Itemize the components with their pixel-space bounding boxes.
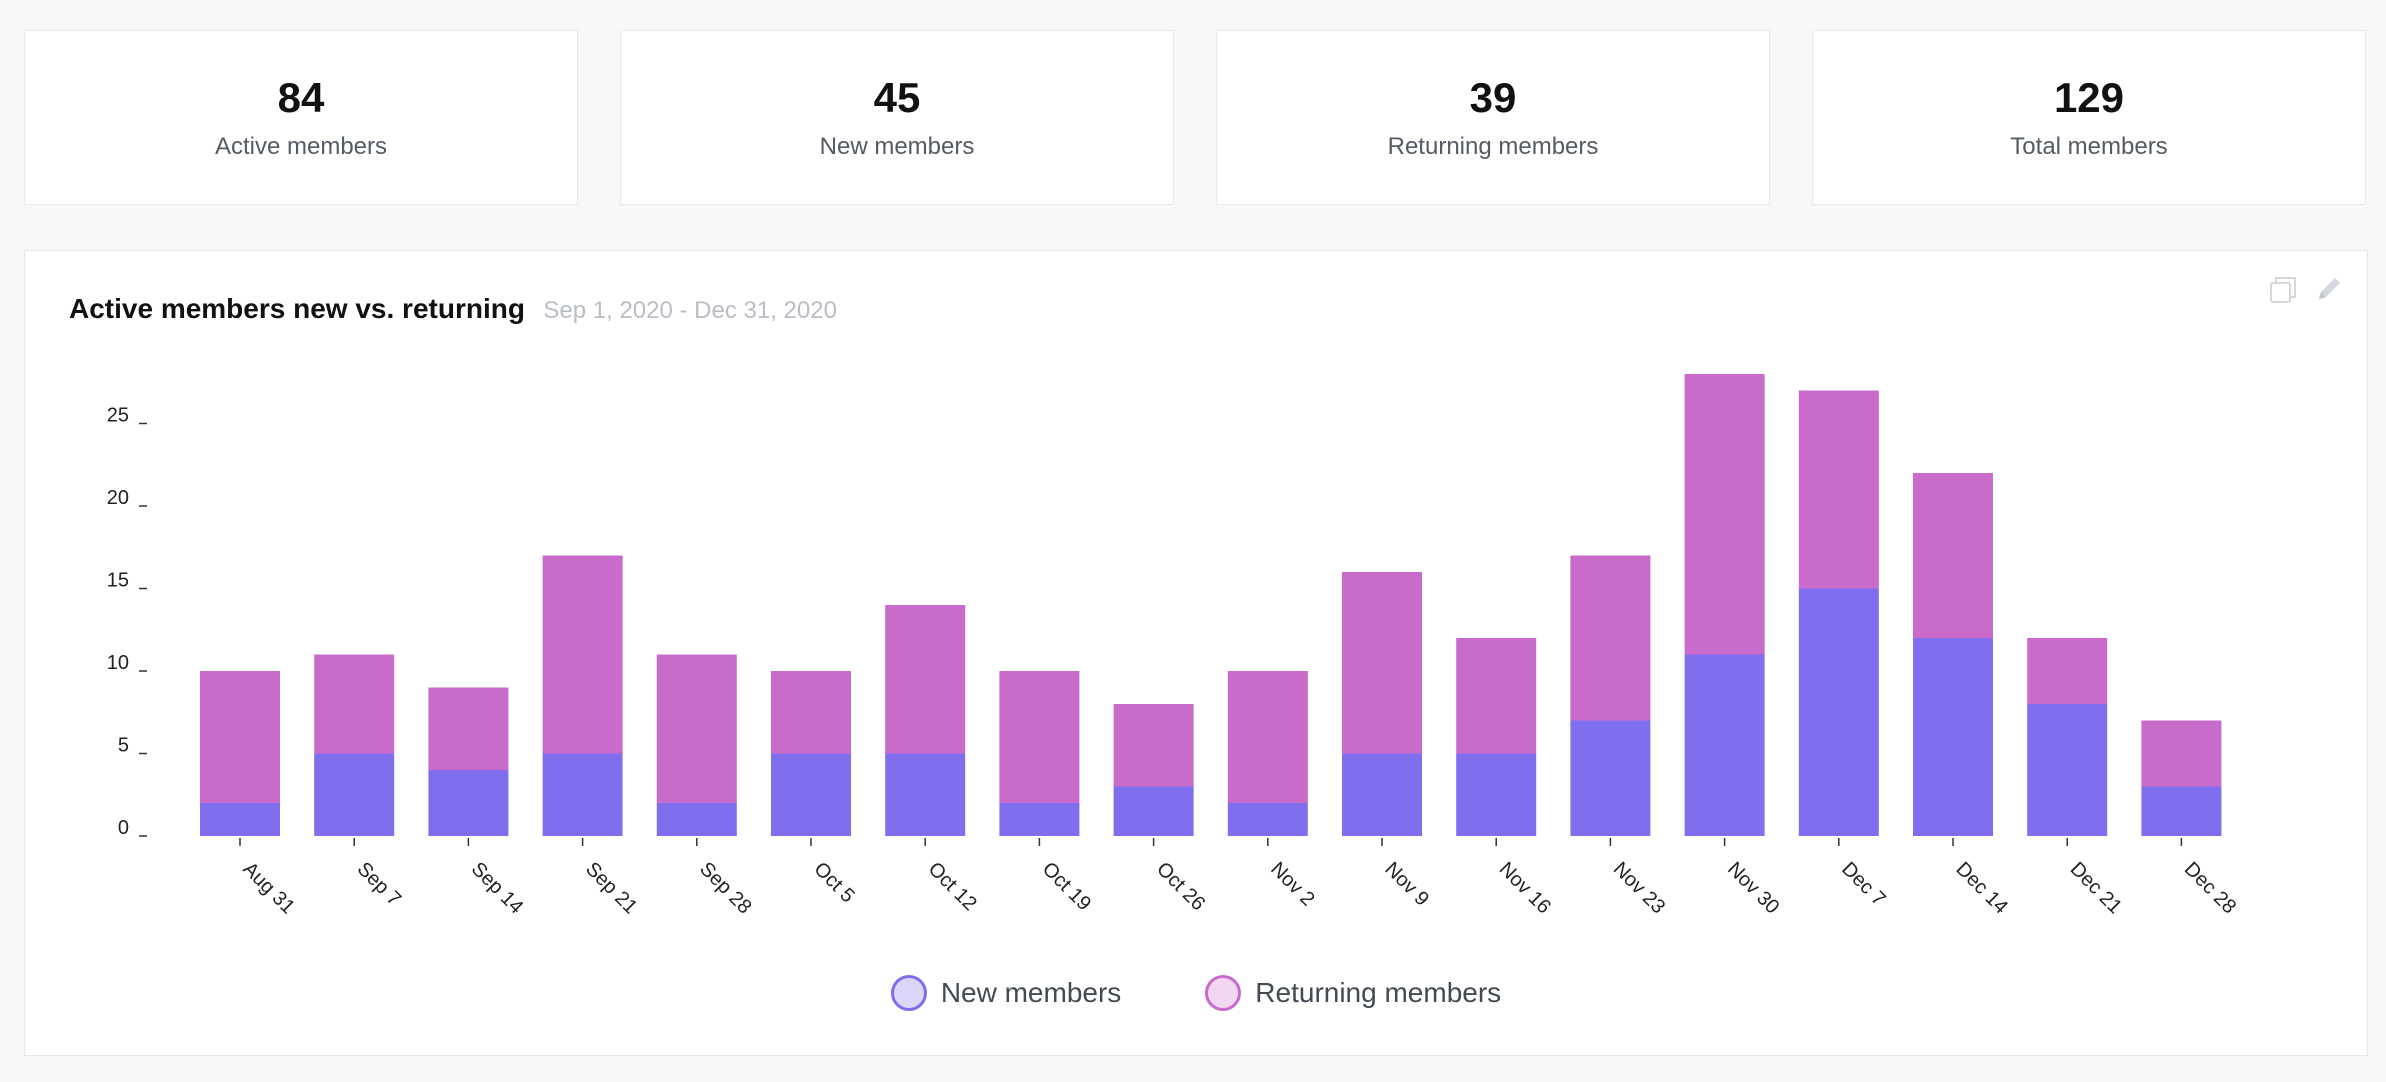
bar-returning-members — [1913, 473, 1993, 638]
x-tick-label: Dec 14 — [1951, 858, 2011, 918]
bar-returning-members — [999, 671, 1080, 803]
kpi-value: 39 — [1469, 74, 1517, 121]
x-tick-label: Sep 14 — [467, 858, 527, 918]
bar-returning-members — [2141, 720, 2222, 787]
bar-new-members — [1684, 654, 1765, 836]
x-tick-label: Nov 9 — [1380, 858, 1433, 911]
legend-item-new-members[interactable]: New members — [890, 975, 1122, 1011]
chart-toolbar — [2257, 273, 2345, 310]
chart-card: Active members new vs. returning Sep 1, … — [24, 250, 2368, 1056]
kpi-card-active-members[interactable]: 84 Active members — [24, 30, 578, 205]
x-tick-label: Oct 26 — [1152, 858, 1209, 915]
kpi-value: 45 — [873, 74, 921, 121]
bar-new-members — [1570, 720, 1651, 836]
kpi-label: Returning members — [1387, 133, 1599, 160]
chart-date-range: Sep 1, 2020 - Dec 31, 2020 — [543, 297, 837, 324]
y-tick-label: 0 — [118, 817, 129, 839]
x-tick-label: Dec 28 — [2180, 858, 2240, 918]
bar-new-members — [1342, 753, 1422, 836]
y-tick-label: 20 — [107, 487, 129, 509]
bar-returning-members — [200, 671, 280, 803]
legend-item-returning-members[interactable]: Returning members — [1205, 975, 1501, 1011]
kpi-value: 84 — [277, 74, 325, 121]
y-tick-label: 5 — [118, 735, 129, 757]
x-tick-label: Dec 7 — [1837, 858, 1890, 911]
bar-new-members — [1798, 588, 1879, 836]
bar-new-members — [999, 803, 1080, 836]
bar-new-members — [1113, 786, 1194, 836]
bar-new-members — [200, 803, 280, 836]
bar-returning-members — [1227, 671, 1308, 803]
kpi-label: Active members — [214, 133, 388, 160]
kpi-row: 84 Active members 45 New members 39 Retu… — [24, 30, 2368, 207]
bar-new-members — [885, 753, 966, 836]
x-tick-label: Nov 30 — [1723, 858, 1783, 918]
x-tick-label: Aug 31 — [238, 858, 298, 918]
bar-new-members — [1913, 638, 1993, 836]
duplicate-icon[interactable] — [2267, 273, 2299, 305]
bar-returning-members — [1113, 704, 1194, 787]
bar-new-members — [1227, 803, 1308, 836]
x-tick-label: Nov 2 — [1266, 858, 1319, 911]
kpi-label: New members — [819, 133, 975, 160]
chart-legend: New members Returning members — [25, 971, 2367, 1015]
bar-new-members — [314, 753, 395, 836]
bar-new-members — [656, 803, 737, 836]
bar-new-members — [428, 770, 509, 836]
legend-label: Returning members — [1255, 977, 1502, 1008]
x-tick-label: Dec 21 — [2066, 858, 2126, 918]
bar-new-members — [2027, 704, 2108, 836]
bar-returning-members — [1456, 638, 1537, 754]
chart-header: Active members new vs. returning Sep 1, … — [69, 293, 837, 325]
bar-returning-members — [1570, 555, 1651, 721]
x-tick-label: Nov 23 — [1609, 858, 1669, 918]
edit-icon[interactable] — [2313, 273, 2345, 305]
bar-new-members — [771, 753, 851, 836]
bar-returning-members — [542, 555, 623, 754]
kpi-card-total-members[interactable]: 129 Total members — [1812, 30, 2366, 205]
x-tick-label: Nov 16 — [1495, 858, 1555, 918]
bar-new-members — [2141, 786, 2222, 836]
x-tick-label: Sep 28 — [695, 858, 755, 918]
bar-returning-members — [1684, 374, 1765, 655]
x-tick-label: Oct 19 — [1038, 858, 1095, 915]
kpi-card-returning-members[interactable]: 39 Returning members — [1216, 30, 1770, 205]
kpi-label: Total members — [2010, 133, 2168, 160]
bar-returning-members — [1798, 390, 1879, 589]
bar-returning-members — [656, 654, 737, 803]
bar-new-members — [1456, 753, 1537, 836]
x-tick-label: Oct 12 — [924, 858, 981, 915]
legend-label: New members — [940, 977, 1122, 1008]
legend-swatch-returning-members — [1205, 975, 1242, 1011]
x-tick-label: Sep 7 — [353, 858, 406, 911]
bar-new-members — [542, 753, 623, 836]
bar-returning-members — [1342, 572, 1422, 754]
bar-returning-members — [771, 671, 851, 754]
x-tick-label: Oct 5 — [809, 858, 858, 907]
chart-title: Active members new vs. returning — [69, 293, 525, 324]
kpi-value: 129 — [2053, 74, 2125, 121]
bar-returning-members — [2027, 638, 2108, 704]
kpi-card-new-members[interactable]: 45 New members — [620, 30, 1174, 205]
legend-swatch-new-members — [890, 975, 927, 1011]
bar-returning-members — [428, 687, 509, 770]
y-tick-label: 25 — [107, 405, 129, 427]
y-tick-label: 15 — [107, 570, 129, 592]
y-tick-label: 10 — [107, 652, 129, 674]
bar-returning-members — [314, 654, 395, 754]
bar-returning-members — [885, 605, 966, 754]
stacked-bar-chart: 0 5 10 15 20 25 Aug 31 Sep 7 Sep 14 Sep 21 Sep 28 O… — [107, 374, 2240, 918]
x-tick-label: Sep 21 — [581, 858, 641, 918]
